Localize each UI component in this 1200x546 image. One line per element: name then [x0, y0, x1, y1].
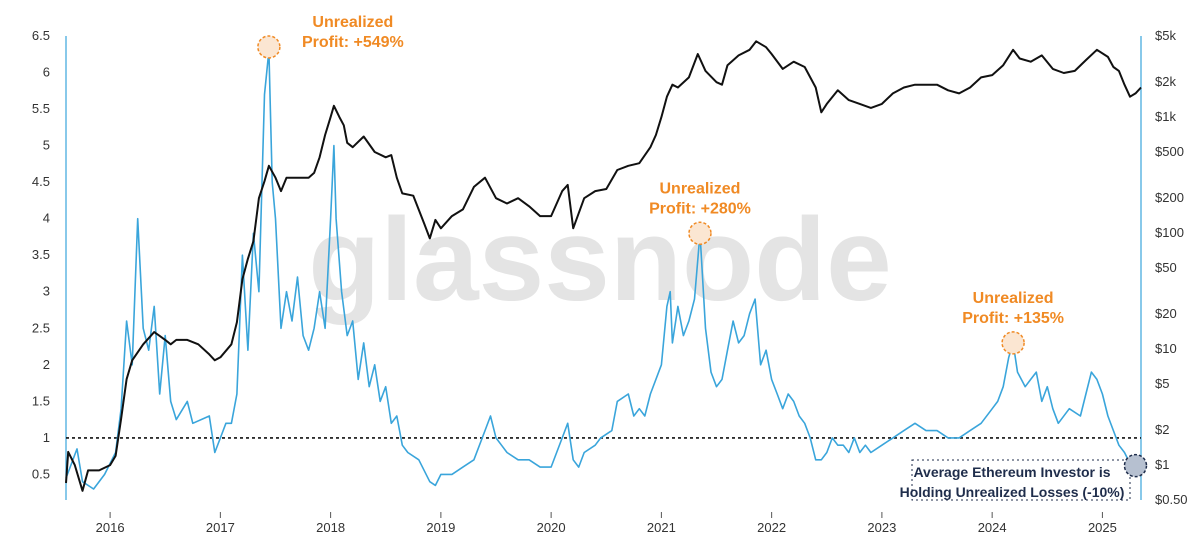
- annotation-label: Profit: +135%: [962, 310, 1064, 327]
- left-tick-label: 2.5: [32, 320, 50, 335]
- left-tick-label: 1.5: [32, 393, 50, 408]
- annotation-marker: [1001, 331, 1025, 355]
- left-axis: 0.5 1 1.5 2 2.5 3 3.5 4 4.5 5 5.5 6 6.5: [32, 28, 67, 500]
- left-tick-label: 4.5: [32, 174, 50, 189]
- x-tick-label: 2016: [96, 520, 125, 535]
- left-tick-label: 4: [43, 211, 50, 226]
- annotation-label: Unrealized: [312, 14, 393, 31]
- right-tick-label: $2: [1155, 422, 1169, 437]
- left-tick-label: 2: [43, 357, 50, 372]
- watermark: glassnode: [308, 194, 892, 326]
- right-tick-label: $1: [1155, 457, 1169, 472]
- left-tick-label: 5: [43, 138, 50, 153]
- annotation-label: Profit: +280%: [649, 200, 751, 217]
- annotation-label: Unrealized: [973, 290, 1054, 307]
- callout-box: [911, 459, 1131, 501]
- x-tick-label: 2019: [426, 520, 455, 535]
- right-tick-label: $5: [1155, 376, 1169, 391]
- x-tick-label: 2025: [1088, 520, 1117, 535]
- left-tick-label: 6: [43, 65, 50, 80]
- x-tick-label: 2017: [206, 520, 235, 535]
- x-axis: 2016 2017 2018 2019 2020 2021 2022 2023 2024 2025: [96, 512, 1117, 535]
- left-tick-label: 3.5: [32, 247, 50, 262]
- right-tick-label: $0.50: [1155, 492, 1188, 507]
- callout-label: Average Ethereum Investor is: [913, 464, 1110, 480]
- callout: Average Ethereum Investor is Holding Unre…: [900, 453, 1148, 501]
- right-tick-label: $200: [1155, 190, 1184, 205]
- series-line-black: [65, 40, 1142, 492]
- series-line-blue: [65, 49, 1136, 490]
- annotation-marker: [257, 35, 281, 59]
- callout-label: Holding Unrealized Losses (-10%): [900, 484, 1125, 500]
- left-tick-label: 5.5: [32, 101, 50, 116]
- left-tick-label: 0.5: [32, 466, 50, 481]
- callout-marker: [1123, 453, 1148, 478]
- annotation-label: Profit: +549%: [302, 34, 404, 51]
- right-tick-label: $50: [1155, 260, 1177, 275]
- annotation-label: Unrealized: [660, 180, 741, 197]
- right-tick-label: $500: [1155, 144, 1184, 159]
- right-tick-label: $5k: [1155, 28, 1176, 43]
- x-tick-label: 2024: [978, 520, 1007, 535]
- right-tick-label: $1k: [1155, 109, 1176, 124]
- right-axis: $0.50 $1 $2 $5 $10 $20 $50 $100 $200 $500 $1k $2k $5…: [1140, 28, 1188, 507]
- annotation-marker: [688, 221, 712, 246]
- right-tick-label: $20: [1155, 306, 1177, 321]
- right-tick-label: $100: [1155, 225, 1184, 240]
- x-tick-label: 2020: [537, 520, 566, 535]
- x-tick-label: 2018: [316, 520, 345, 535]
- right-tick-label: $10: [1155, 341, 1177, 356]
- left-tick-label: 6.5: [32, 28, 50, 43]
- annotations: Unrealized Profit: +549% Unrealized Profit:…: [257, 14, 1064, 355]
- left-tick-label: 1: [43, 430, 50, 445]
- right-tick-label: $2k: [1155, 74, 1176, 89]
- left-tick-label: 3: [43, 284, 50, 299]
- x-tick-label: 2022: [757, 520, 786, 535]
- x-tick-label: 2023: [867, 520, 896, 535]
- x-tick-label: 2021: [647, 520, 676, 535]
